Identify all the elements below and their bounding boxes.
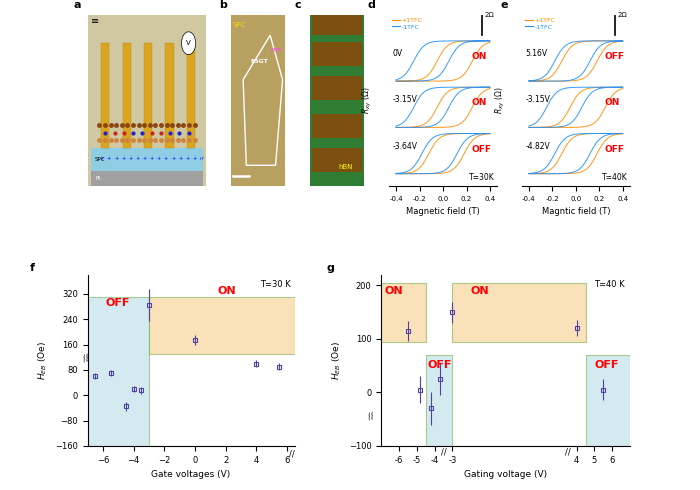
FancyBboxPatch shape xyxy=(122,43,131,148)
Text: +: + xyxy=(164,156,168,161)
Text: //: // xyxy=(82,353,90,363)
Text: SPC: SPC xyxy=(233,22,246,27)
FancyBboxPatch shape xyxy=(312,11,362,35)
Text: +: + xyxy=(143,156,146,161)
Text: Pt: Pt xyxy=(96,176,101,181)
Text: T=30 K: T=30 K xyxy=(260,280,290,289)
Text: SPC: SPC xyxy=(94,157,105,162)
FancyBboxPatch shape xyxy=(102,43,109,148)
Text: f: f xyxy=(29,263,34,273)
Text: b: b xyxy=(219,0,228,10)
X-axis label: Magntic field (T): Magntic field (T) xyxy=(542,207,610,216)
Legend: +1TFC, -1TFC: +1TFC, -1TFC xyxy=(392,18,423,29)
Text: 0V: 0V xyxy=(393,49,402,58)
X-axis label: Gate voltages (V): Gate voltages (V) xyxy=(151,470,231,479)
FancyBboxPatch shape xyxy=(149,297,295,354)
Text: H⁺: H⁺ xyxy=(199,157,204,161)
Text: +: + xyxy=(99,156,104,161)
FancyBboxPatch shape xyxy=(452,283,586,342)
Text: OFF: OFF xyxy=(106,298,130,309)
Text: e: e xyxy=(500,0,508,10)
Text: -3.64V: -3.64V xyxy=(393,142,417,150)
Legend: +1TFC, -1TFC: +1TFC, -1TFC xyxy=(525,18,555,29)
Text: +: + xyxy=(135,156,139,161)
Text: //: // xyxy=(565,447,570,457)
Text: -3.15V: -3.15V xyxy=(393,95,417,104)
FancyBboxPatch shape xyxy=(91,171,203,186)
Text: ON: ON xyxy=(218,287,237,296)
FancyBboxPatch shape xyxy=(586,355,630,446)
Text: +: + xyxy=(157,156,161,161)
FancyBboxPatch shape xyxy=(91,148,203,171)
FancyBboxPatch shape xyxy=(187,43,195,148)
Text: +: + xyxy=(121,156,125,161)
Text: FP5: FP5 xyxy=(270,49,281,53)
FancyBboxPatch shape xyxy=(312,114,362,138)
Text: +: + xyxy=(114,156,118,161)
Y-axis label: $H_{EB}$ (Oe): $H_{EB}$ (Oe) xyxy=(331,341,343,380)
Text: -3.15V: -3.15V xyxy=(526,95,550,104)
Text: T=40K: T=40K xyxy=(602,173,628,182)
Text: c: c xyxy=(295,0,302,10)
Text: F5GT: F5GT xyxy=(250,59,268,64)
Text: d: d xyxy=(368,0,375,10)
Text: V: V xyxy=(186,40,191,46)
Text: $R_{xy}\ (\Omega)$: $R_{xy}\ (\Omega)$ xyxy=(494,87,507,114)
Text: 2Ω: 2Ω xyxy=(484,12,494,18)
Text: OFF: OFF xyxy=(604,145,624,153)
Text: //: // xyxy=(367,411,374,421)
Text: OFF: OFF xyxy=(604,52,624,61)
Text: $R_{xy}\ (\Omega)$: $R_{xy}\ (\Omega)$ xyxy=(361,87,374,114)
Text: T=30K: T=30K xyxy=(469,173,495,182)
Text: 2Ω: 2Ω xyxy=(617,12,626,18)
Circle shape xyxy=(181,32,196,54)
Text: a: a xyxy=(74,0,80,10)
FancyBboxPatch shape xyxy=(88,297,149,446)
Text: +: + xyxy=(128,156,132,161)
X-axis label: Magnetic field (T): Magnetic field (T) xyxy=(406,207,480,216)
Text: +: + xyxy=(186,156,190,161)
FancyBboxPatch shape xyxy=(382,283,426,342)
FancyBboxPatch shape xyxy=(144,43,153,148)
FancyBboxPatch shape xyxy=(312,76,362,100)
Text: ON: ON xyxy=(470,286,489,295)
Text: OFF: OFF xyxy=(471,145,491,153)
Text: T=40 K: T=40 K xyxy=(594,280,625,289)
Text: +: + xyxy=(193,156,197,161)
Text: //: // xyxy=(440,447,447,457)
Text: ON: ON xyxy=(471,98,486,107)
Text: 5.16V: 5.16V xyxy=(526,49,547,58)
Y-axis label: $H_{EB}$ (Oe): $H_{EB}$ (Oe) xyxy=(37,341,49,380)
Text: OFF: OFF xyxy=(594,360,619,370)
FancyBboxPatch shape xyxy=(312,42,362,66)
Text: ON: ON xyxy=(471,52,486,61)
FancyBboxPatch shape xyxy=(312,148,362,172)
Text: +: + xyxy=(107,156,111,161)
Text: -4.82V: -4.82V xyxy=(526,142,550,150)
Text: ON: ON xyxy=(385,286,403,295)
Text: ≡: ≡ xyxy=(91,16,99,26)
Text: +: + xyxy=(150,156,154,161)
Text: +: + xyxy=(178,156,182,161)
Text: //: // xyxy=(289,450,295,459)
Text: ON: ON xyxy=(604,98,620,107)
Text: hBN: hBN xyxy=(338,164,353,170)
X-axis label: Gating voltage (V): Gating voltage (V) xyxy=(464,470,547,479)
Text: +: + xyxy=(171,156,175,161)
Text: OFF: OFF xyxy=(428,360,452,370)
FancyBboxPatch shape xyxy=(165,43,174,148)
Text: g: g xyxy=(327,263,335,273)
FancyBboxPatch shape xyxy=(426,355,452,446)
